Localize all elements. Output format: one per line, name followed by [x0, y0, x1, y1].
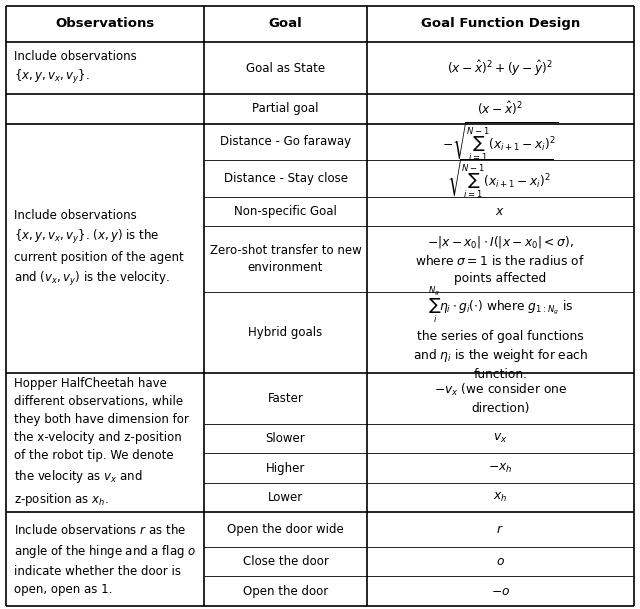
Text: Observations: Observations [56, 18, 155, 30]
Text: Zero-shot transfer to new
environment: Zero-shot transfer to new environment [210, 244, 362, 274]
Text: $x_h$: $x_h$ [493, 491, 508, 504]
Text: Distance - Stay close: Distance - Stay close [223, 172, 348, 185]
Text: Include observations
$\{x, y, v_x, v_y\}$. $(x, y)$ is the
current position of t: Include observations $\{x, y, v_x, v_y\}… [14, 209, 184, 288]
Text: $x$: $x$ [495, 205, 505, 218]
Text: Open the door: Open the door [243, 585, 328, 597]
Text: Partial goal: Partial goal [252, 102, 319, 116]
Text: $\sqrt{\sum_{i=1}^{N-1}(x_{i+1} - x_i)^2}$: $\sqrt{\sum_{i=1}^{N-1}(x_{i+1} - x_i)^2… [447, 157, 554, 200]
Text: Close the door: Close the door [243, 555, 328, 568]
Text: Distance - Go faraway: Distance - Go faraway [220, 135, 351, 149]
Text: $\sum_i^{N_g} \eta_i \cdot g_i(\cdot)$ where $g_{1:N_g}$ is
the series of goal f: $\sum_i^{N_g} \eta_i \cdot g_i(\cdot)$ w… [413, 284, 588, 381]
Text: $(x - \hat{x})^2 + (y - \hat{y})^2$: $(x - \hat{x})^2 + (y - \hat{y})^2$ [447, 58, 553, 77]
Text: Hopper HalfCheetah have
different observations, while
they both have dimension f: Hopper HalfCheetah have different observ… [14, 378, 189, 509]
Text: Faster: Faster [268, 392, 303, 405]
Text: $-x_h$: $-x_h$ [488, 462, 513, 474]
Text: $-\sqrt{\sum_{i=1}^{N-1}(x_{i+1} - x_i)^2}$: $-\sqrt{\sum_{i=1}^{N-1}(x_{i+1} - x_i)^… [442, 121, 559, 163]
Text: Goal: Goal [269, 18, 302, 30]
Text: $-v_x$ (we consider one
direction): $-v_x$ (we consider one direction) [434, 382, 567, 415]
Text: Goal Function Design: Goal Function Design [420, 18, 580, 30]
Text: $r$: $r$ [497, 523, 504, 536]
Text: Hybrid goals: Hybrid goals [248, 326, 323, 339]
Text: Lower: Lower [268, 491, 303, 504]
Text: $-|x - x_0| \cdot I(|x - x_0| < \sigma)$,
where $\sigma = 1$ is the radius of
po: $-|x - x_0| \cdot I(|x - x_0| < \sigma)$… [415, 233, 585, 285]
Text: $v_x$: $v_x$ [493, 432, 508, 445]
Text: Open the door wide: Open the door wide [227, 523, 344, 536]
Text: $o$: $o$ [496, 555, 505, 568]
Text: Higher: Higher [266, 462, 305, 474]
Text: Goal as State: Goal as State [246, 62, 325, 74]
Text: $(x - \hat{x})^2$: $(x - \hat{x})^2$ [477, 100, 523, 118]
Text: Non-specific Goal: Non-specific Goal [234, 205, 337, 218]
Text: Slower: Slower [266, 432, 305, 445]
Text: Include observations $r$ as the
angle of the hinge and a flag $o$
indicate wheth: Include observations $r$ as the angle of… [14, 523, 196, 596]
Text: $-o$: $-o$ [491, 585, 510, 597]
Text: Include observations
$\{x, y, v_x, v_y\}$.: Include observations $\{x, y, v_x, v_y\}… [14, 49, 137, 86]
